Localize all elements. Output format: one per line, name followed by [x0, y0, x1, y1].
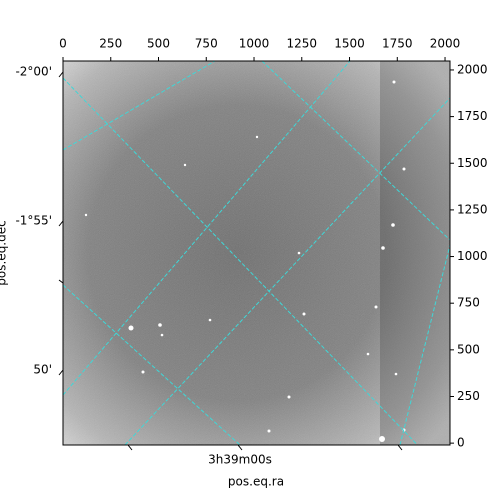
- ra-ticks: [127, 444, 403, 451]
- image: [63, 61, 450, 445]
- frame: [62, 60, 451, 446]
- x-tick-label: 1000: [239, 37, 270, 51]
- coordinate-grid: [63, 61, 450, 445]
- y-tick-label: 0: [457, 436, 465, 450]
- x-tick-label: 750: [195, 37, 218, 51]
- dec-ticks: [58, 71, 64, 376]
- y-tick-label: 1750: [457, 109, 488, 123]
- dec-tick-label: -1°55': [15, 214, 52, 228]
- dec-tick-label: 50': [33, 363, 52, 377]
- x-tick-label: 250: [99, 37, 122, 51]
- y-tick-label: 250: [457, 389, 480, 403]
- x-tick-label: 1750: [382, 37, 413, 51]
- x-axis-label: pos.eq.ra: [228, 475, 284, 489]
- x-tick-label: 500: [147, 37, 170, 51]
- x-tick-label: 1500: [334, 37, 365, 51]
- y-tick-label: 2000: [457, 62, 488, 76]
- x-tick-label: 1250: [286, 37, 317, 51]
- y-axis-label: pos.eq.dec: [0, 220, 9, 285]
- y-tick-label: 1250: [457, 202, 488, 216]
- ra-tick-label: 3h39m00s: [208, 453, 272, 467]
- y-tick-label: 750: [457, 296, 480, 310]
- y-tick-label: 1000: [457, 249, 488, 263]
- x-tick-label: 0: [59, 37, 67, 51]
- y-tick-label: 1500: [457, 156, 488, 170]
- stars: [84, 80, 406, 442]
- x-tick-label: 2000: [430, 37, 461, 51]
- y-tick-label: 500: [457, 342, 480, 356]
- dec-tick-label: -2°00': [15, 65, 52, 79]
